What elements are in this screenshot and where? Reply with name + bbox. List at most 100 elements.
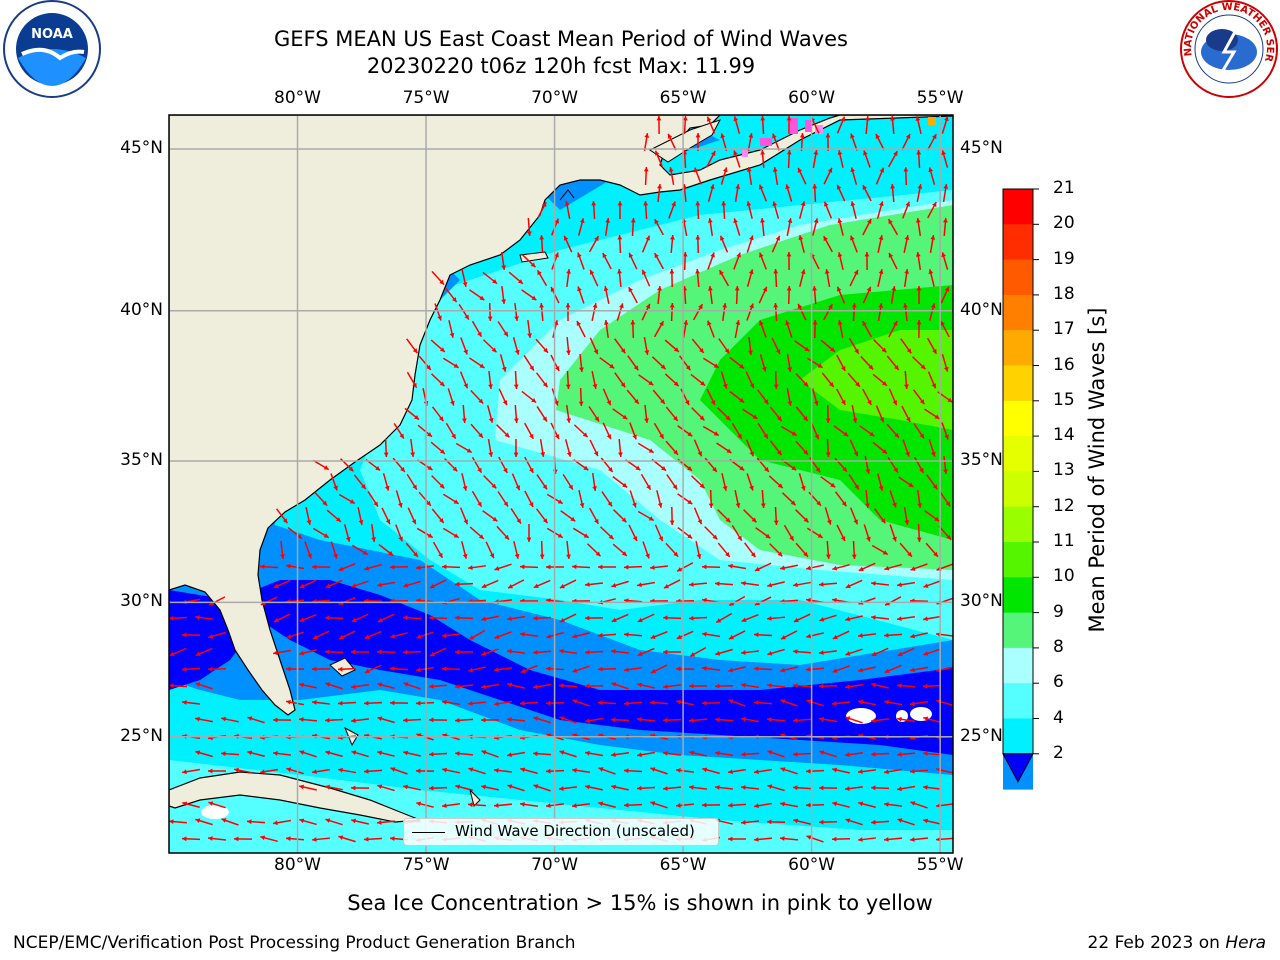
wave-direction-arrow [182,768,200,775]
wave-direction-arrow [469,289,485,301]
wave-direction-arrow [643,337,650,355]
contour-0-2 [169,580,953,755]
wave-direction-arrow [753,837,773,842]
colorbar-segment [1003,647,1033,684]
lat-label-right: 40°N [960,299,1003,320]
chart-title-line2: 20230220 t06z 120h fcst Max: 11.99 [366,54,756,78]
wave-direction-arrow [501,285,506,305]
wave-direction-arrow [836,388,846,406]
wave-direction-arrow [717,542,731,558]
wave-direction-arrow [727,836,747,842]
wave-direction-arrow [780,699,798,707]
wave-direction-arrow [493,803,513,808]
wave-direction-arrow [903,235,910,253]
wave-direction-arrow [597,700,617,706]
wave-direction-arrow [865,489,870,509]
wave-direction-arrow [766,616,786,621]
colorbar-segment [1003,224,1033,261]
wave-direction-arrow [785,320,793,338]
wave-direction-arrow [864,251,870,271]
wave-direction-arrow [273,649,291,656]
wave-direction-arrow [643,200,649,220]
wave-direction-arrow [618,438,623,458]
wave-direction-arrow [746,269,754,287]
wave-direction-arrow [654,252,664,270]
wave-direction-arrow [603,319,609,339]
wave-direction-arrow [527,319,532,339]
wave-direction-arrow [471,456,483,474]
wave-direction-arrow [311,564,331,570]
wave-direction-arrow [818,716,838,723]
wave-direction-arrow [877,473,884,491]
wave-direction-arrow [338,493,356,505]
lat-label-left: 45°N [120,137,163,158]
wave-direction-arrow [922,751,942,756]
wave-direction-arrow [727,768,747,775]
wave-direction-arrow [441,666,461,672]
wave-direction-arrow [910,666,928,673]
wave-direction-arrow [702,425,720,437]
wave-direction-arrow [926,474,938,490]
wave-direction-arrow [337,700,357,706]
wave-direction-arrow [845,615,863,622]
wave-direction-arrow [690,475,706,489]
wave-direction-arrow [507,784,525,792]
wave-direction-arrow [468,629,486,641]
wave-direction-arrow [679,355,691,371]
wave-direction-arrow [677,493,693,505]
wave-direction-arrow [941,354,949,372]
wave-direction-arrow [924,510,940,522]
wave-direction-arrow [844,683,864,690]
wave-direction-arrow [806,835,824,843]
wave-direction-arrow [536,406,548,422]
wave-direction-arrow [564,439,572,457]
colorbar-segment [1003,718,1033,755]
wave-direction-arrow [714,581,734,587]
wave-direction-arrow [597,666,617,672]
wave-direction-arrow [728,699,746,707]
wave-direction-arrow [870,718,890,723]
wave-direction-arrow [836,354,846,372]
wave-direction-arrow [207,768,227,774]
wave-direction-arrow [858,562,876,572]
wave-direction-arrow [873,339,887,353]
wave-direction-arrow [431,475,445,489]
wave-direction-arrow [718,338,730,354]
wave-direction-arrow [780,425,798,437]
wave-direction-arrow [806,357,824,369]
wave-direction-arrow [806,699,824,707]
wave-direction-arrow [910,563,928,571]
wave-direction-arrow [941,116,949,134]
wave-direction-arrow [901,405,911,423]
wave-direction-arrow [383,438,389,458]
wave-direction-arrow [612,408,628,420]
wave-direction-arrow [572,699,590,707]
wave-direction-arrow [888,252,898,270]
wave-direction-arrow [577,218,585,236]
wave-direction-arrow [233,836,253,842]
wave-direction-arrow [753,700,773,706]
wave-direction-arrow [884,699,902,706]
wave-direction-arrow [378,543,394,557]
wave-direction-arrow [865,115,870,135]
wave-direction-arrow [617,200,623,220]
wave-direction-arrow [656,490,663,508]
wave-direction-arrow [428,683,448,689]
wave-direction-arrow [415,565,435,570]
wave-direction-arrow [416,527,434,539]
lon-label-bottom: 65°W [659,855,707,875]
wave-direction-arrow [486,405,494,423]
wave-direction-arrow [571,564,591,570]
wave-direction-arrow [367,491,379,507]
wave-direction-arrow [444,287,458,303]
wave-direction-arrow [740,682,760,689]
wave-direction-arrow [636,785,656,791]
wave-direction-arrow [694,167,702,185]
wave-direction-arrow [657,285,662,305]
wave-direction-arrow [793,581,811,588]
wave-direction-arrow [927,201,937,219]
colorbar-label: 8 [1053,636,1064,657]
wave-direction-arrow [929,235,936,253]
wave-direction-arrow [858,801,876,808]
wave-direction-arrow [416,801,434,808]
